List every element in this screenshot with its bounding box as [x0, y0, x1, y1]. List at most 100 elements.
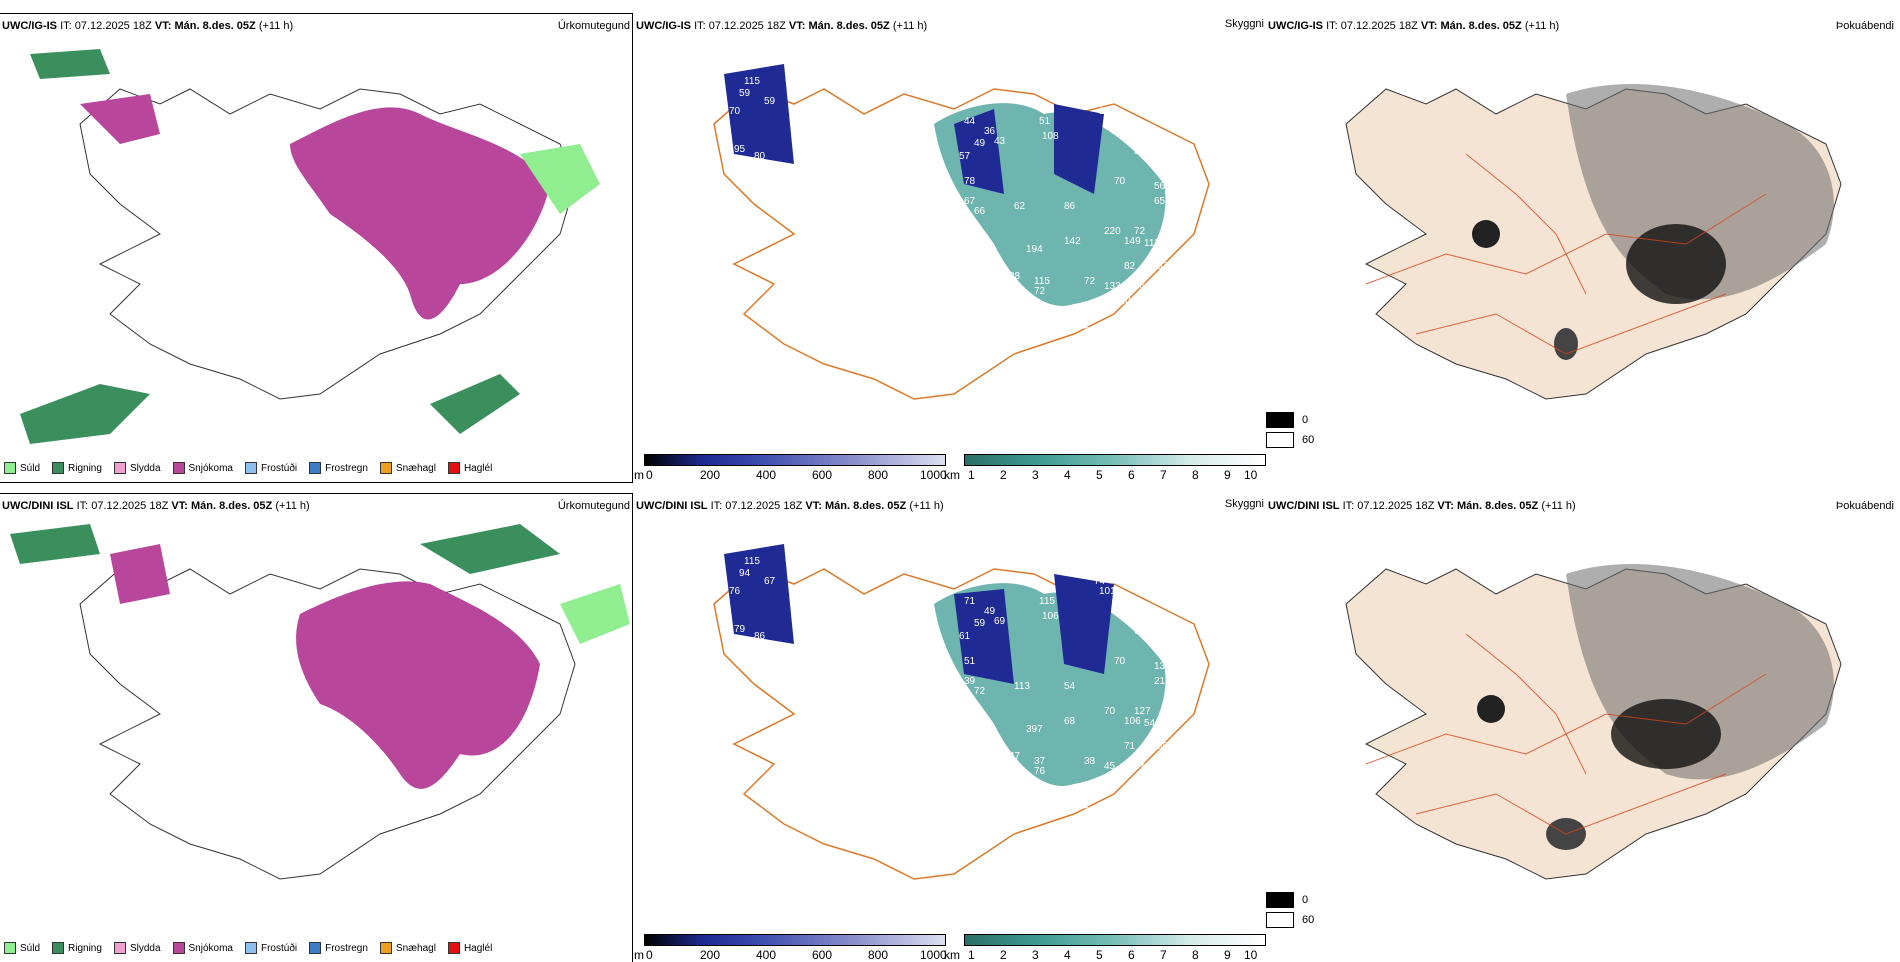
visibility-value-label: 115 [744, 76, 760, 87]
visibility-value-label: 43 [994, 136, 1006, 147]
visibility-value-label: 39 [1159, 241, 1171, 252]
fog-map [1345, 84, 1842, 400]
visibility-value-label: 71 [959, 261, 971, 272]
swatch [244, 462, 257, 474]
visibility-tick: 10 [1244, 468, 1258, 482]
height-tick: 800 [868, 948, 889, 962]
visibility-value-label: 107 [732, 166, 749, 177]
panel-type-label: Skyggni [1224, 498, 1264, 510]
fog-panel-row2: UWC/DINI ISL IT: 07.12.2025 18Z VT: Mán.… [1266, 494, 1900, 962]
height-tick: 0 [646, 468, 653, 482]
visibility-tick: 2 [1000, 468, 1007, 482]
visibility-value-label: 82 [1124, 261, 1136, 272]
panel-title: UWC/IG-IS IT: 07.12.2025 18Z VT: Mán. 8.… [1268, 20, 1560, 32]
visibility-value-label: 114 [1094, 96, 1110, 107]
swatch [113, 942, 126, 954]
visibility-value-label: 57 [959, 151, 971, 162]
swatch [172, 462, 185, 474]
visibility-value-label: 47 [1009, 751, 1021, 762]
visibility-value-label: 106 [1042, 611, 1059, 622]
visibility-value-label: 133 [1104, 281, 1121, 292]
visibility-value-label: 74 [1094, 576, 1106, 587]
visibility-value-label: 59 [974, 618, 986, 629]
visibility-value-label: 59 [764, 96, 776, 107]
height-tick: 800 [868, 468, 889, 482]
visibility-tick: 3 [1032, 468, 1039, 482]
visibility-value-label: 101 [1099, 586, 1116, 597]
visibility-colorbar: km 1 2 3 4 5 6 7 8 9 10 [944, 934, 1266, 962]
visibility-value-label: 130 [1154, 661, 1171, 672]
precip-type-panel-row2: UWC/DINI ISL IT: 07.12.2025 18Z VT: Mán.… [0, 493, 633, 962]
panel-type-label: Skyggni [1224, 18, 1264, 30]
visibility-tick: 8 [1192, 948, 1199, 962]
visibility-value-label: 71 [964, 596, 976, 607]
visibility-value-label: 108 [1042, 131, 1059, 142]
visibility-value-label: 51 [1039, 116, 1051, 127]
visibility-value-label: 66 [1154, 631, 1166, 642]
swatch [113, 462, 126, 474]
legend-item: Slydda [113, 942, 161, 954]
legend-item: Súld [4, 462, 40, 474]
visibility-tick: 4 [1064, 468, 1071, 482]
fog-panel-row1: UWC/IG-IS IT: 07.12.2025 18Z VT: Mán. 8.… [1266, 14, 1900, 482]
visibility-value-label: 51 [964, 656, 976, 667]
visibility-value-label: 49 [984, 606, 996, 617]
precip-legend: Súld Rigning Slydda Snjókoma Frostúði Fr… [4, 942, 492, 954]
visibility-value-label: 86 [754, 631, 766, 642]
swatch [52, 462, 65, 474]
panel-type-label: Úrkomutegund [557, 500, 630, 512]
height-tick: 200 [700, 468, 721, 482]
visibility-value-label: 149 [1124, 236, 1141, 247]
visibility-value-label: 49 [974, 138, 986, 149]
visibility-tick: 7 [1160, 468, 1167, 482]
visibility-value-label: 37 [1034, 756, 1046, 767]
visibility-value-label: 70 [1114, 656, 1126, 667]
swatch [447, 462, 460, 474]
height-tick: 1000 [920, 468, 947, 482]
visibility-tick: 5 [1096, 948, 1103, 962]
panel-type-label: Þokuábendi [1835, 20, 1894, 32]
visibility-value-label: 67 [984, 256, 996, 267]
legend-item: Súld [4, 942, 40, 954]
height-gradient [644, 934, 946, 946]
visibility-tick: 10 [1244, 948, 1258, 962]
visibility-value-label: 28 [1009, 271, 1021, 282]
visibility-gradient [964, 934, 1266, 946]
swatch [309, 462, 322, 474]
visibility-value-label: 115 [1039, 596, 1055, 607]
panel-title: UWC/DINI ISL IT: 07.12.2025 18Z VT: Mán.… [1268, 500, 1576, 512]
visibility-tick: 9 [1224, 948, 1231, 962]
panel-type-label: Þokuábendi [1835, 500, 1894, 512]
swatch [244, 942, 257, 954]
visibility-value-label: 69 [1114, 776, 1126, 787]
height-tick: 600 [812, 948, 833, 962]
swatch [172, 942, 185, 954]
visibility-value-label: 72 [1034, 286, 1046, 297]
visibility-value-label: 120 [1114, 296, 1131, 307]
visibility-value-label: 66 [1134, 281, 1146, 292]
legend-item: Rigning [52, 942, 102, 954]
fog-legend: 0 60 [1266, 412, 1314, 448]
visibility-tick: 6 [1128, 468, 1135, 482]
swatch [4, 462, 16, 474]
legend-item: Frostregn [309, 942, 368, 954]
visibility-value-label: 65 [1154, 196, 1166, 207]
visibility-panel-row1: UWC/IG-IS IT: 07.12.2025 18Z VT: Mán. 8.… [634, 14, 1266, 482]
visibility-value-label: 62 [1014, 201, 1026, 212]
visibility-value-label: 70 [1114, 176, 1126, 187]
height-tick: 1000 [920, 948, 947, 962]
visibility-value-label: 37 [1157, 261, 1169, 272]
visibility-value-label: 67 [964, 196, 976, 207]
height-unit: m [634, 948, 644, 962]
visibility-value-label: 70 [729, 106, 741, 117]
visibility-value-label: 38 [1084, 756, 1096, 767]
legend-item: Frostúði [244, 942, 297, 954]
visibility-value-label: 129 [1084, 311, 1101, 322]
visibility-value-label: 60 [1154, 768, 1166, 779]
visibility-value-label: 113 [1014, 681, 1030, 692]
swatch [379, 462, 392, 474]
precip-type-map [20, 49, 600, 444]
visibility-tick: 5 [1096, 468, 1103, 482]
visibility-value-label: 72 [1084, 276, 1096, 287]
